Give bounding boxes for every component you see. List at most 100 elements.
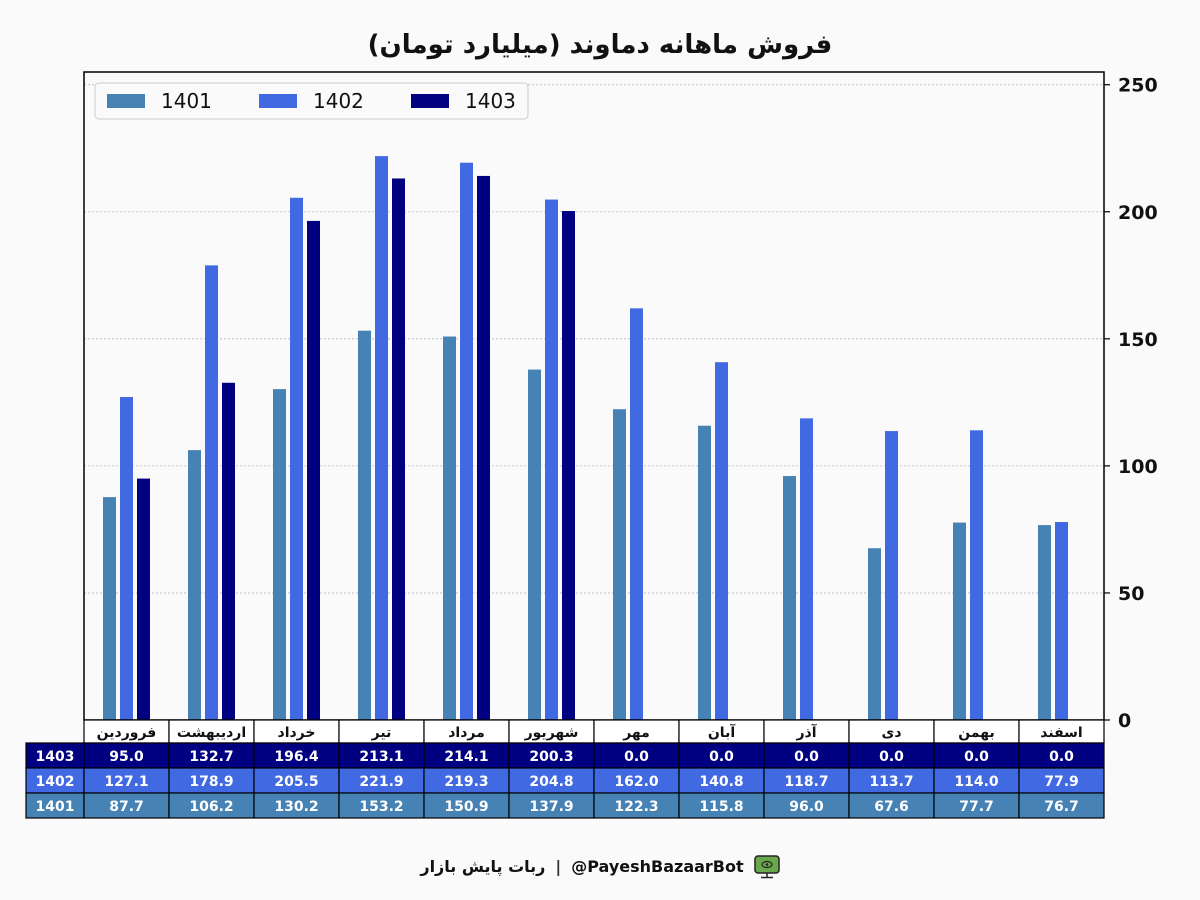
month-label: دی xyxy=(881,725,901,741)
legend-box xyxy=(94,82,529,120)
bar-1402 xyxy=(460,162,473,721)
bar-1402 xyxy=(375,156,388,721)
bar-1402 xyxy=(630,308,643,720)
month-label: اردیبهشت xyxy=(177,725,246,741)
footer-separator: | xyxy=(555,856,562,876)
table-cell xyxy=(848,792,935,819)
month-label: اسفند xyxy=(1040,725,1082,741)
bar-1402 xyxy=(800,418,813,720)
legend-label: 1403 xyxy=(465,89,516,113)
table-cell xyxy=(763,792,850,819)
bar-1403 xyxy=(137,478,150,720)
bar-1402 xyxy=(970,430,983,720)
table-cell xyxy=(423,792,510,819)
y-tick-label: 150 xyxy=(1118,329,1158,351)
data-label: 221.9 xyxy=(359,774,403,790)
data-label: 113.7 xyxy=(869,774,913,790)
table-cell xyxy=(508,742,595,769)
chart-title: فروش ماهانه دماوند (میلیارد تومان) xyxy=(367,30,833,60)
bar-1401 xyxy=(698,425,711,720)
bar-1403 xyxy=(222,382,235,720)
bar-1402 xyxy=(120,397,133,720)
table-cell xyxy=(933,767,1020,794)
table-cell xyxy=(253,792,340,819)
legend-label: 1402 xyxy=(313,89,364,113)
bar-1401 xyxy=(868,548,881,720)
table-cell xyxy=(338,792,425,819)
bar-1401 xyxy=(103,497,116,720)
data-label: 214.1 xyxy=(444,749,488,765)
bar-1403 xyxy=(307,220,320,720)
table-cell xyxy=(253,767,340,794)
data-label: 0.0 xyxy=(794,749,819,765)
y-tick-label: 200 xyxy=(1118,202,1158,224)
data-label: 77.7 xyxy=(959,799,994,815)
table-cell xyxy=(933,742,1020,769)
data-label: 132.7 xyxy=(189,749,233,765)
table-cell xyxy=(933,792,1020,819)
month-label: آذر xyxy=(795,723,817,741)
data-label: 204.8 xyxy=(529,774,573,790)
table-cell xyxy=(423,742,510,769)
data-label: 0.0 xyxy=(624,749,649,765)
data-label: 77.9 xyxy=(1044,774,1079,790)
bar-1401 xyxy=(783,476,796,720)
plot-frame xyxy=(83,71,1105,721)
bar-1401 xyxy=(273,389,286,720)
footer: ربات پایش بازار | @PayeshBazaarBot xyxy=(0,855,1200,879)
data-label: 200.3 xyxy=(529,749,573,765)
table-cell xyxy=(593,767,680,794)
bar-1403 xyxy=(562,211,575,720)
y-tick-label: 250 xyxy=(1118,75,1158,97)
data-label: 0.0 xyxy=(879,749,904,765)
bar-1401 xyxy=(188,450,201,720)
legend-label: 1401 xyxy=(161,89,212,113)
bar-1401 xyxy=(1038,525,1051,720)
data-label: 118.7 xyxy=(784,774,828,790)
data-label: 140.8 xyxy=(699,774,743,790)
data-label: 115.8 xyxy=(699,799,743,815)
row-label: 1403 xyxy=(36,749,75,765)
data-label: 95.0 xyxy=(109,749,144,765)
bot-name: ربات پایش بازار xyxy=(420,856,546,876)
data-label: 162.0 xyxy=(614,774,659,790)
data-label: 127.1 xyxy=(104,774,148,790)
table-cell xyxy=(168,742,255,769)
grid-lines xyxy=(84,84,1104,594)
table-cell xyxy=(83,742,170,769)
data-label: 130.2 xyxy=(274,799,318,815)
data-label: 137.9 xyxy=(529,799,573,815)
data-label: 150.9 xyxy=(444,799,488,815)
month-label: خرداد xyxy=(278,725,316,741)
bar-1402 xyxy=(205,265,218,720)
table-cell xyxy=(168,792,255,819)
y-tick-label: 0 xyxy=(1118,710,1131,732)
monitor-icon xyxy=(753,855,780,879)
data-label: 106.2 xyxy=(189,799,233,815)
table-cell xyxy=(83,792,170,819)
bar-1402 xyxy=(715,362,728,720)
bar-1402 xyxy=(545,199,558,720)
month-label: فروردین xyxy=(97,725,157,741)
bot-handle[interactable]: @PayeshBazaarBot xyxy=(571,856,744,876)
data-label: 76.7 xyxy=(1044,799,1079,815)
data-label: 0.0 xyxy=(1049,749,1074,765)
month-label: بهمن xyxy=(958,725,994,741)
y-tick-label: 50 xyxy=(1118,583,1144,605)
bar-1403 xyxy=(477,175,490,721)
bar-1402 xyxy=(290,197,303,721)
bars xyxy=(103,156,1068,721)
bar-1401 xyxy=(528,369,541,720)
row-label: 1401 xyxy=(36,799,75,815)
data-label: 0.0 xyxy=(964,749,989,765)
data-label: 114.0 xyxy=(954,774,999,790)
data-label: 0.0 xyxy=(709,749,734,765)
bar-1402 xyxy=(885,431,898,720)
data-label: 153.2 xyxy=(359,799,403,815)
data-label: 196.4 xyxy=(274,749,319,765)
data-label: 67.6 xyxy=(874,799,909,815)
legend-swatch-1401 xyxy=(107,94,145,108)
table-cell xyxy=(678,742,765,769)
table-cell xyxy=(593,792,680,819)
